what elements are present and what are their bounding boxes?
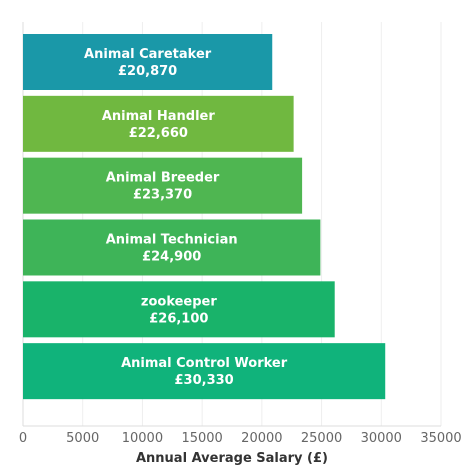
x-tick-label-1: 5000: [66, 431, 99, 446]
bar-5: [23, 343, 386, 400]
bar-category-label-4: zookeeper: [141, 294, 217, 309]
bar-group-0: Animal Caretaker £20,870: [23, 34, 273, 90]
bar-value-label-0: £20,870: [118, 64, 177, 79]
x-tick-label-4: 20000: [241, 431, 282, 446]
bar-value-label-2: £23,370: [133, 188, 192, 203]
x-tick-label-3: 15000: [181, 431, 222, 446]
bar-value-label-3: £24,900: [142, 249, 201, 264]
bar-group-2: Animal Breeder £23,370: [23, 157, 303, 214]
bar-category-label-0: Animal Caretaker: [84, 47, 212, 62]
bar-category-label-1: Animal Handler: [102, 109, 216, 124]
x-tick-label-2: 10000: [122, 431, 163, 446]
bar-group-1: Animal Handler £22,660: [23, 95, 294, 152]
bar-2: [23, 157, 303, 214]
x-tick-label-6: 30000: [361, 431, 402, 446]
bar-category-label-5: Animal Control Worker: [121, 356, 288, 371]
x-axis-title: Annual Average Salary (£): [136, 451, 328, 466]
x-tick-label-0: 0: [19, 431, 27, 446]
bar-group-3: Animal Technician £24,900: [23, 219, 321, 276]
x-tick-label-5: 25000: [301, 431, 342, 446]
bar-3: [23, 219, 321, 276]
bar-value-label-1: £22,660: [129, 126, 188, 141]
bar-4: [23, 281, 335, 338]
x-tick-labels: 0 5000 10000 15000 20000 25000 30000 35000: [19, 431, 462, 446]
bar-value-label-5: £30,330: [175, 373, 234, 388]
bar-category-label-2: Animal Breeder: [106, 171, 220, 186]
bar-1: [23, 95, 294, 152]
bars-group: Animal Caretaker £20,870 Animal Handler £22…: [23, 34, 386, 400]
bar-group-5: Animal Control Worker £30,330: [23, 343, 386, 400]
x-tick-label-7: 35000: [420, 431, 461, 446]
bar-category-label-3: Animal Technician: [106, 232, 238, 247]
bar-0: [23, 34, 273, 90]
bar-group-4: zookeeper £26,100: [23, 281, 335, 338]
bar-value-label-4: £26,100: [149, 311, 208, 326]
